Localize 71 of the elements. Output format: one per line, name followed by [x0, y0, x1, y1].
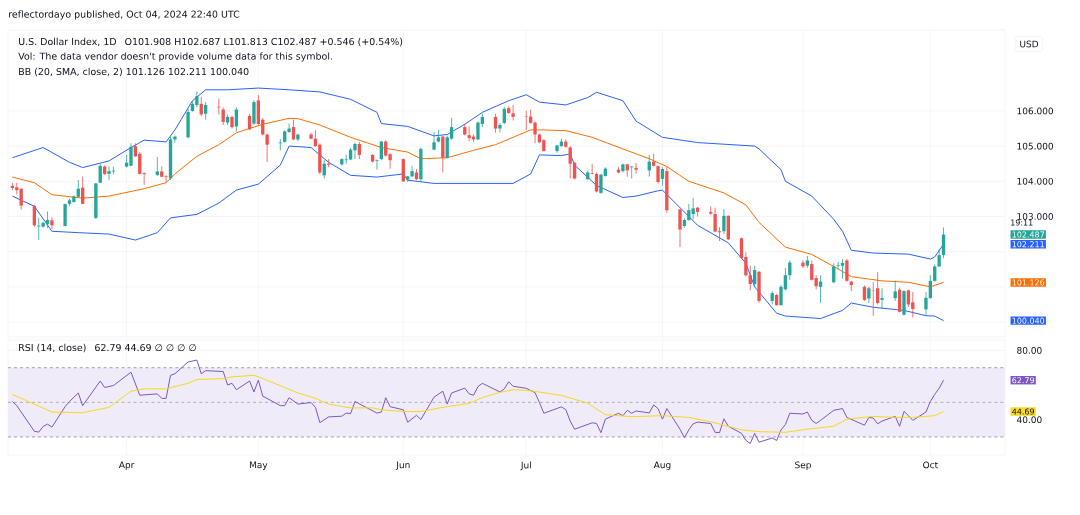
- candlestick: [511, 104, 515, 121]
- candlestick: [524, 110, 528, 131]
- candlestick: [107, 166, 111, 181]
- annotation: BB (20, SMA, close, 2) 101.126 102.211 100.040: [19, 67, 249, 77]
- candlestick: [678, 208, 682, 248]
- annotation: O101.908 H102.687 L101.813 C102.487 +0.546 (+0.54%): [125, 37, 403, 47]
- candlestick: [722, 208, 726, 235]
- candlestick: [599, 173, 603, 195]
- candlestick: [594, 172, 599, 193]
- annotation: 62.79 44.69 ∅ ∅ ∅ ∅: [95, 343, 196, 352]
- candlestick: [476, 121, 480, 141]
- candlestick: [748, 265, 752, 291]
- y-tick-label: 40.00: [1016, 416, 1042, 424]
- candlestick: [840, 258, 845, 280]
- y-tick-label: 104.000: [1017, 177, 1054, 185]
- chart-subtitle: reflectordayo published, Oct 04, 2024 22:40 UTC: [9, 10, 240, 20]
- line-series: [11, 87, 945, 260]
- candlestick: [353, 142, 357, 160]
- annotation: Vol: The data vendor doesn't provide volume data for this symbol.: [18, 52, 332, 62]
- x-tick-label: Apr: [118, 461, 135, 470]
- candlestick: [634, 162, 638, 175]
- y-tick-label: 106.000: [1017, 107, 1054, 115]
- candlestick: [937, 248, 941, 268]
- candlestick: [875, 271, 880, 305]
- candlestick: [709, 205, 713, 216]
- candlestick: [195, 91, 199, 108]
- candlestick: [252, 99, 256, 126]
- candlestick: [50, 216, 54, 230]
- candlestick: [836, 261, 840, 270]
- candlestick: [375, 159, 379, 171]
- candlestick: [902, 289, 906, 317]
- candlestick: [590, 163, 594, 175]
- text: U.S. Dollar Index, 1D: [19, 37, 117, 47]
- y-tick-label: 80.00: [1017, 347, 1042, 354]
- candlestick: [871, 281, 875, 317]
- candlestick: [493, 113, 498, 134]
- candlestick: [691, 197, 695, 220]
- x-tick-label: May: [249, 461, 268, 470]
- y-tick-label: 105.000: [1017, 142, 1054, 150]
- candlestick: [410, 165, 414, 178]
- x-tick-label: Oct: [923, 461, 938, 469]
- candlestick: [713, 207, 717, 233]
- line-series: [11, 359, 945, 444]
- x-tick-label: Jun: [395, 461, 410, 470]
- x-tick-label: Sep: [795, 461, 811, 471]
- candlestick: [467, 126, 471, 142]
- candlestick: [164, 174, 168, 183]
- candlestick: [296, 133, 300, 142]
- y2-axis-title: USD: [1020, 40, 1039, 48]
- candlestick: [19, 187, 23, 210]
- candlestick: [880, 287, 884, 310]
- candlestick: [660, 166, 665, 187]
- candlestick: [533, 121, 537, 144]
- candlestick: [801, 260, 805, 269]
- candlestick: [265, 133, 269, 163]
- candlestick: [911, 291, 915, 318]
- x-tick-label: Aug: [653, 461, 671, 470]
- candlestick: [656, 165, 660, 185]
- candlestick: [832, 262, 836, 284]
- candlestick: [441, 135, 445, 173]
- candlestick: [924, 291, 928, 317]
- y-tick-label: 103.000: [1017, 213, 1054, 220]
- candlestick: [845, 258, 849, 282]
- candlestick: [498, 122, 502, 133]
- candlestick: [344, 154, 348, 165]
- chart-title: RSI (14, close): [19, 343, 86, 353]
- line-series: [11, 374, 945, 433]
- candlestick: [867, 286, 871, 304]
- x-tick-label: Jul: [520, 461, 531, 471]
- candlestick: [893, 280, 897, 302]
- candlestick: [155, 156, 159, 177]
